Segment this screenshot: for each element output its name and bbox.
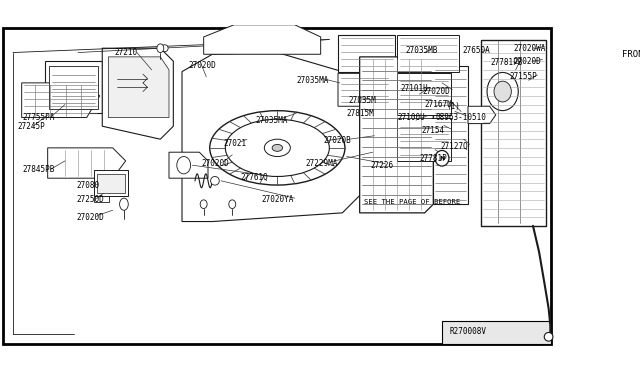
Text: 27127Q: 27127Q [440,142,468,151]
Ellipse shape [161,45,168,52]
Polygon shape [481,39,546,226]
Text: 27101U: 27101U [401,84,428,93]
Text: 27035M: 27035M [348,96,376,105]
Text: 27154: 27154 [421,126,444,135]
Polygon shape [169,152,208,178]
Text: 27755PA: 27755PA [22,113,55,122]
Polygon shape [468,106,496,124]
Ellipse shape [544,333,553,341]
Ellipse shape [435,150,449,166]
Text: 27781PB: 27781PB [490,58,523,67]
Ellipse shape [211,176,220,185]
Text: 27020B: 27020B [323,137,351,145]
Text: 27155P: 27155P [509,72,538,81]
Polygon shape [49,65,98,109]
Text: SEE THE PAGE OF BEFORE: SEE THE PAGE OF BEFORE [364,199,460,205]
Polygon shape [3,28,551,344]
Text: 27781P: 27781P [419,154,447,163]
Ellipse shape [487,73,518,110]
Polygon shape [618,46,637,60]
Ellipse shape [225,119,330,176]
Text: 27226: 27226 [371,161,394,170]
Polygon shape [397,35,460,71]
Text: 27761Q: 27761Q [241,173,269,182]
Text: 27650A: 27650A [463,46,490,55]
Polygon shape [442,321,551,344]
Polygon shape [433,65,468,204]
Text: 27845PB: 27845PB [22,165,55,174]
Ellipse shape [228,200,236,209]
Text: FRONT: FRONT [622,50,640,59]
Text: 27100U: 27100U [398,113,426,122]
Polygon shape [97,174,125,193]
Text: R270008V: R270008V [450,327,487,336]
Text: 27229MA: 27229MA [305,159,337,168]
Ellipse shape [272,144,282,151]
Text: N: N [439,156,445,161]
Ellipse shape [200,200,207,209]
Polygon shape [397,73,451,115]
Text: 27210: 27210 [115,48,138,57]
Polygon shape [93,191,109,202]
Text: 27020D: 27020D [76,213,104,222]
Ellipse shape [210,111,345,185]
Ellipse shape [157,44,164,52]
Text: 27021: 27021 [223,139,247,148]
Text: 27020D: 27020D [189,61,217,70]
Polygon shape [93,170,128,196]
Polygon shape [102,48,173,139]
Polygon shape [45,61,102,113]
Text: 27020D: 27020D [423,87,451,96]
Text: 27250D: 27250D [76,195,104,204]
Polygon shape [397,118,451,161]
Text: 27020YA: 27020YA [262,195,294,204]
Text: 27035MA: 27035MA [255,116,288,125]
Text: 08963-10510: 08963-10510 [436,113,487,122]
Polygon shape [47,148,125,178]
Text: (1): (1) [446,102,460,111]
Polygon shape [338,73,390,106]
Text: 27080: 27080 [76,182,99,190]
Text: 27035MA: 27035MA [296,76,329,85]
Text: 27815M: 27815M [347,109,374,118]
Text: 27020D: 27020D [201,159,229,168]
Polygon shape [182,52,360,222]
Text: 27245P: 27245P [17,122,45,131]
Text: 27020WA: 27020WA [513,44,545,53]
Polygon shape [338,35,395,71]
Polygon shape [108,57,169,118]
Ellipse shape [264,139,291,157]
Polygon shape [204,25,321,54]
Polygon shape [22,83,100,118]
Ellipse shape [120,198,128,210]
Text: 27035MB: 27035MB [406,46,438,55]
Text: 27167U: 27167U [425,100,452,109]
Polygon shape [360,57,433,213]
Ellipse shape [177,157,191,174]
Text: 27020D: 27020D [513,57,541,66]
Ellipse shape [494,81,511,102]
